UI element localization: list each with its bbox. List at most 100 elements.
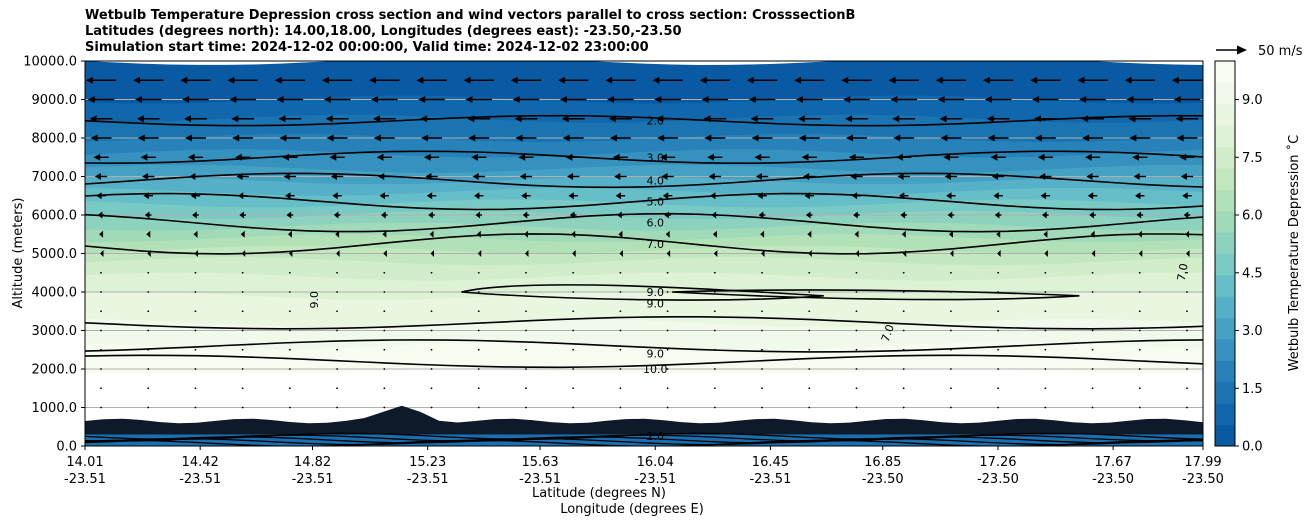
wind-vector [855,387,858,390]
wind-vector [182,96,209,103]
wind-vector [380,211,388,219]
wind-vector-head [379,192,385,200]
wind-vector [890,96,917,103]
wind-vector [805,211,813,219]
wind-vector-head [521,192,527,200]
x-tick-label-lat: 17.67 [1095,455,1132,470]
contour-line [85,192,1203,211]
wind-vector [997,271,1000,274]
wind-vector [607,96,634,103]
contour-line [85,212,1203,233]
wind-vector [888,76,919,84]
y-axis-label: Altitude (meters) [11,198,26,309]
wind-vector [96,192,106,200]
wind-vector-head [1180,173,1187,180]
wind-vector-head [664,211,669,219]
wind-vector [619,348,622,351]
wind-vector-head [1084,153,1092,161]
wind-vector [1175,115,1199,123]
wind-vector [1186,329,1188,332]
wind-vector-head [755,173,762,180]
wind-vector-head [1129,134,1137,142]
wind-vector [902,387,905,390]
x-tick-label-lat: 16.45 [752,455,789,470]
wind-vector [240,230,245,238]
wind-vector-head [943,153,951,161]
wind-vector-head [1089,211,1094,219]
wind-vector-head [477,250,482,257]
contour-label: 7.0 [879,323,897,344]
wind-vector [1182,192,1192,200]
wind-vector [1030,76,1061,84]
wind-vector-head [1042,211,1047,219]
wind-vector-head [1124,76,1132,84]
wind-vector-head [87,96,95,103]
wind-vector [383,368,386,370]
wind-vector [288,368,291,370]
wind-vector [794,76,825,84]
contour-label: 9.0 [646,286,664,299]
wind-vector-head [383,250,387,257]
wind-vector [666,250,671,257]
wind-vector [1091,348,1094,351]
wind-vector-head [704,134,712,142]
wind-vector-head [378,173,385,180]
wind-vector [288,291,291,293]
wind-vector [477,271,480,274]
wind-vector [421,134,442,142]
colorbar-frame [1214,60,1236,447]
colorbar-tick-label: 3.0 [1242,324,1263,339]
wind-vector [383,348,386,351]
wind-vector [522,211,530,219]
wind-vector [525,406,527,409]
wind-vector [666,329,669,332]
wind-vector-head [652,76,660,84]
wind-vector [430,329,433,332]
wind-vector-head [559,96,567,103]
wind-vector [572,250,576,257]
wind-vector-head [524,230,529,238]
wind-vector-head [372,115,380,123]
wind-vector-head [335,230,340,238]
wind-vector-head [1034,134,1042,142]
wind-vector [619,310,622,313]
wind-vector [664,211,671,219]
wind-vector-head [325,115,333,123]
wind-vector [755,173,769,180]
wind-vector [808,250,812,257]
wind-vector [194,271,197,274]
wind-vector-head [190,192,197,200]
wind-vector [326,134,348,142]
wind-vector-head [1173,96,1181,103]
wind-vector [713,406,716,409]
wind-vector [237,192,248,200]
wind-vector [371,96,398,103]
wind-vector [701,96,729,103]
wind-vector [713,368,716,370]
wind-vector [136,115,160,123]
wind-vector-head [990,153,998,161]
colorbar-label: Wetbulb Temperature Depression ˚C [1286,135,1302,372]
wind-vector-head [423,153,431,161]
wind-vector [418,96,445,103]
x-axis-label-lon: Longitude (degrees E) [560,502,704,517]
wind-vector-head [947,211,953,219]
wind-vector [997,250,1001,257]
wind-vector-head [193,230,198,238]
wind-vector [713,387,716,390]
wind-vector [808,368,811,370]
x-tick-label-lon: -23.51 [634,472,676,487]
colorbar-segment [1215,424,1235,447]
wind-vector-head [987,134,995,142]
wind-vector [994,211,1002,219]
surface-layer: 2.0 [85,405,1203,446]
wind-vector [467,115,491,123]
wind-vector-head [140,153,148,161]
wind-vector [897,173,910,180]
wind-vector [939,115,963,123]
wind-vector [515,134,537,142]
wind-vector [89,115,113,123]
wind-vector [184,115,207,123]
wind-vector-head [996,230,1001,238]
wind-vector-head [940,134,948,142]
